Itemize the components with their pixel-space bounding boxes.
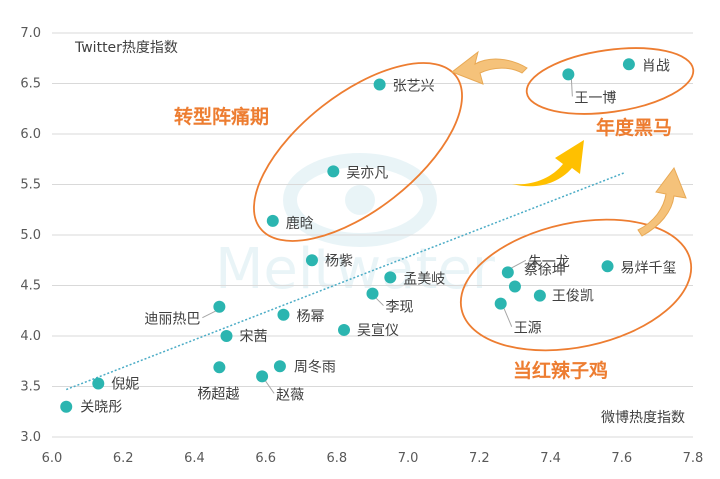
gridlines — [52, 32, 693, 438]
point-label: 倪妮 — [111, 376, 139, 392]
y-tick-label: 6.5 — [20, 77, 41, 92]
data-point — [220, 330, 233, 342]
curved-arrow-icon — [637, 166, 687, 237]
point-label: 迪丽热巴 — [144, 312, 200, 328]
x-tick-label: 6.8 — [327, 451, 348, 466]
data-point — [384, 271, 397, 284]
leader-line — [570, 78, 573, 97]
watermark-text: Meltwater — [215, 237, 496, 302]
point-label: 易烊千玺 — [621, 260, 677, 276]
data-point — [373, 78, 386, 91]
group-label-transition: 转型阵痛期 — [174, 105, 269, 128]
point-labels: 关晓彤倪妮杨超越迪丽热巴宋茜赵薇周冬雨鹿晗杨幂杨紫吴亦凡吴宣仪李现张艺兴孟美岐王… — [80, 58, 676, 415]
data-points — [60, 58, 635, 413]
point-label: 吴宣仪 — [357, 323, 399, 339]
point-label: 赵薇 — [276, 387, 304, 403]
data-point — [622, 58, 635, 71]
data-point — [277, 308, 290, 321]
point-label: 周冬雨 — [294, 359, 336, 375]
data-point — [213, 361, 226, 374]
x-tick-label: 6.6 — [255, 451, 276, 466]
x-tick-label: 7.8 — [683, 451, 704, 466]
y-tick-label: 5.5 — [20, 178, 41, 193]
point-label: 李现 — [386, 300, 414, 316]
y-axis-title: Twitter热度指数 — [74, 40, 178, 56]
x-tick-label: 7.6 — [611, 451, 632, 466]
outline-darkhorse-group — [525, 47, 695, 115]
y-tick-labels: 3.0 3.5 4.0 4.5 5.0 5.5 6.0 6.5 7.0 — [20, 26, 41, 445]
data-point — [533, 289, 546, 302]
x-tick-labels: 6.0 6.2 6.4 6.6 6.8 7.0 7.2 7.4 7.6 7.8 — [42, 451, 704, 466]
point-label: 杨幂 — [296, 309, 324, 325]
leader-line — [510, 259, 527, 269]
group-label-darkhorse: 年度黑马 — [596, 116, 672, 139]
data-point — [266, 214, 279, 227]
data-point — [60, 400, 73, 413]
point-label: 张艺兴 — [393, 79, 435, 95]
outline-transition-group — [253, 62, 463, 242]
data-point — [327, 165, 340, 178]
point-label: 朱一龙 — [528, 254, 570, 270]
data-point — [213, 300, 226, 313]
data-point — [501, 266, 514, 279]
point-label: 王俊凯 — [552, 289, 594, 305]
leader-line — [503, 307, 513, 327]
y-tick-label: 5.0 — [20, 228, 41, 243]
leader-line — [202, 310, 217, 319]
x-tick-label: 7.0 — [398, 451, 419, 466]
y-tick-label: 4.0 — [20, 329, 41, 344]
point-label: 关晓彤 — [80, 400, 122, 416]
y-tick-label: 3.5 — [20, 380, 41, 395]
data-point — [256, 370, 269, 383]
group-outlines — [253, 47, 695, 352]
leader-line — [264, 380, 275, 394]
data-point — [366, 287, 379, 300]
data-point — [494, 297, 507, 310]
point-label: 吴亦凡 — [346, 165, 388, 181]
point-label: 杨超越 — [197, 386, 239, 402]
data-point — [601, 260, 614, 273]
y-tick-label: 7.0 — [20, 26, 41, 41]
x-tick-label: 7.2 — [469, 451, 490, 466]
leader-line — [375, 297, 384, 306]
x-tick-label: 6.0 — [42, 451, 63, 466]
group-label-hot: 当红辣子鸡 — [513, 359, 608, 382]
point-label: 王一博 — [574, 89, 616, 106]
arrow-decorations — [450, 50, 687, 237]
point-label: 杨紫 — [325, 253, 353, 269]
label-leader-lines — [202, 78, 573, 394]
data-point — [562, 68, 575, 81]
x-axis-title: 微博热度指数 — [601, 409, 685, 426]
point-label: 宋茜 — [239, 329, 267, 345]
point-label: 孟美岐 — [403, 271, 445, 287]
x-tick-label: 7.4 — [540, 451, 561, 466]
data-point — [338, 323, 351, 336]
data-point — [508, 280, 521, 293]
point-label: 肖战 — [642, 58, 670, 74]
y-tick-label: 3.0 — [20, 430, 41, 445]
watermark-logo: Meltwater — [215, 153, 496, 302]
x-tick-label: 6.4 — [184, 451, 205, 466]
x-tick-label: 6.2 — [113, 451, 134, 466]
bold-arrow-icon — [512, 140, 584, 187]
point-label: 鹿晗 — [286, 215, 314, 232]
y-tick-label: 4.5 — [20, 279, 41, 294]
data-point — [92, 377, 105, 390]
point-label: 王源 — [514, 321, 542, 337]
outline-hot-group — [459, 218, 693, 352]
y-tick-label: 6.0 — [20, 127, 41, 142]
data-point — [273, 360, 286, 373]
point-label: 蔡徐坤 — [524, 263, 566, 279]
data-point — [305, 254, 318, 267]
curved-arrow-icon — [450, 50, 528, 85]
